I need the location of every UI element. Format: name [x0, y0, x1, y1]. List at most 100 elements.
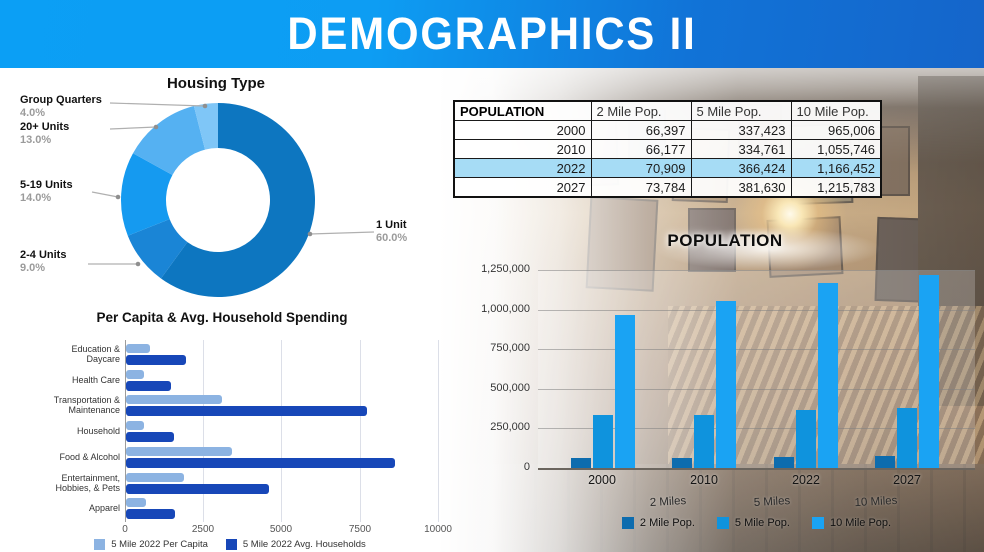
category-label-household: Household — [76, 426, 120, 437]
bar-entertainment-hobbies-pets-5-mile-2022-avg-households — [126, 483, 270, 494]
table-header-row: POPULATION 2 Mile Pop. 5 Mile Pop. 10 Mi… — [453, 100, 882, 121]
bar-2010-5-mile-pop — [694, 415, 715, 468]
spending-legend: 5 Mile 2022 Per Capita 5 Mile 2022 Avg. … — [10, 539, 450, 550]
bar-2027-10-mile-pop — [918, 275, 939, 468]
x-tick: 2500 — [191, 524, 215, 535]
bar-apparel-5-mile-2022-per-capita — [126, 498, 146, 508]
y-tick: 1,000,000 — [481, 303, 530, 315]
spending-chart: Per Capita & Avg. Household Spending Edu… — [10, 306, 452, 552]
gridline — [360, 340, 361, 522]
category-label-apparel: Apparel — [88, 503, 120, 514]
bar-2000-2-mile-pop — [571, 457, 591, 468]
bar-entertainment-hobbies-pets-5-mile-2022-per-capita — [126, 472, 184, 482]
x-category: 2000 — [588, 473, 616, 487]
x-tick: 10000 — [424, 524, 452, 535]
bar-2027-5-mile-pop — [896, 407, 917, 468]
donut-slice-20-units — [133, 106, 206, 175]
donut-slice-group-quarters — [193, 103, 218, 150]
table-header-2mile: 2 Mile Pop. — [590, 100, 692, 121]
legend-label: 10 Mile Pop. — [829, 517, 892, 529]
donut-slice-1-unit — [160, 103, 316, 297]
gridline — [538, 310, 975, 311]
legend-item-per-capita: 5 Mile 2022 Per Capita — [94, 539, 208, 550]
table-row-2000: 2000 66,397 337,423 965,006 — [453, 120, 882, 140]
legend-item-avg-households: 5 Mile 2022 Avg. Households — [225, 539, 366, 550]
x-tick: 0 — [122, 524, 128, 535]
housing-chart-title: Housing Type — [166, 75, 266, 92]
table-cell: 2000 — [453, 120, 592, 140]
bar-household-5-mile-2022-avg-households — [126, 432, 174, 443]
donut-slice-2-4-units — [127, 219, 188, 279]
y-axis-line — [125, 340, 126, 522]
table-cell: 2010 — [453, 139, 592, 159]
donut-label-5-19-units: 5-19 Units 14.0% — [20, 179, 73, 204]
donut-label-1-unit: 1 Unit 60.0% — [376, 219, 408, 244]
gridline — [538, 270, 975, 271]
bar-2000-10-mile-pop — [615, 315, 635, 468]
gridline — [538, 428, 975, 429]
y-tick: 500,000 — [490, 382, 530, 394]
table-cell: 1,166,452 — [790, 158, 882, 178]
table-cell: 366,424 — [690, 158, 792, 178]
x-category: 2027 — [893, 473, 921, 487]
gridline — [281, 340, 282, 522]
y-tick: 1,250,000 — [481, 263, 530, 275]
table-cell: 334,761 — [690, 139, 792, 159]
bar-2022-10-mile-pop — [817, 283, 838, 468]
legend-swatch-per-capita — [94, 539, 106, 550]
legend-label: 2 Mile Pop. — [639, 517, 695, 529]
x-tick: 7500 — [348, 524, 372, 535]
bar-2010-10-mile-pop — [716, 300, 737, 468]
bar-2010-2-mile-pop — [672, 457, 693, 468]
legend-label: 5 Mile 2022 Per Capita — [111, 539, 208, 550]
category-label-health-care: Health Care — [71, 374, 120, 385]
bar-transportation-maintenance-5-mile-2022-per-capita — [126, 395, 222, 405]
bar-household-5-mile-2022-per-capita — [126, 421, 145, 431]
housing-donut-chart — [120, 103, 316, 297]
table-header-5mile: 5 Mile Pop. — [690, 100, 792, 121]
gridline — [203, 340, 204, 522]
category-label-transportation-maintenance: Transportation & Maintenance — [53, 395, 120, 416]
population-chart-title: POPULATION — [667, 231, 783, 250]
bar-health-care-5-mile-2022-per-capita — [126, 369, 144, 379]
page-title: DEMOGRAPHICS II — [287, 8, 697, 59]
population-table: POPULATION 2 Mile Pop. 5 Mile Pop. 10 Mi… — [453, 100, 882, 198]
legend-item-10mile: 10 Mile Pop. — [811, 517, 892, 529]
legend-swatch-10mile — [811, 517, 824, 529]
bar-2000-5-mile-pop — [593, 414, 613, 468]
legend-swatch-5mile — [716, 517, 729, 529]
spending-chart-title: Per Capita & Avg. Household Spending — [96, 310, 348, 325]
bar-education-daycare-5-mile-2022-per-capita — [126, 344, 150, 353]
bar-food-alcohol-5-mile-2022-per-capita — [126, 446, 233, 456]
donut-label-group-quarters: Group Quarters 4.0% — [20, 94, 102, 119]
table-cell: 70,909 — [590, 158, 692, 178]
population-bars — [538, 270, 975, 468]
y-tick: 0 — [523, 461, 530, 473]
title-banner: DEMOGRAPHICS II — [0, 0, 984, 68]
bar-education-daycare-5-mile-2022-avg-households — [126, 355, 186, 365]
table-cell: 73,784 — [590, 177, 692, 198]
bar-apparel-5-mile-2022-avg-households — [126, 509, 176, 520]
legend-label: 5 Mile Pop. — [734, 517, 790, 529]
title-halo — [618, 220, 918, 278]
table-row-2022: 2022 70,909 366,424 1,166,452 — [453, 158, 882, 178]
bar-2027-2-mile-pop — [874, 456, 895, 468]
table-header-10mile: 10 Mile Pop. — [790, 100, 882, 121]
donut-label-20plus-units: 20+ Units 13.0% — [20, 121, 70, 146]
gridline — [538, 349, 975, 350]
category-label-entertainment-hobbies-pets: Entertainment, Hobbies, & Pets — [55, 472, 120, 493]
category-label-food-alcohol: Food & Alcohol — [59, 451, 120, 462]
x-category: 2010 — [690, 473, 718, 487]
donut-label-2-4-units: 2-4 Units 9.0% — [20, 249, 67, 274]
bar-transportation-maintenance-5-mile-2022-avg-households — [126, 406, 367, 417]
gridline — [538, 389, 975, 390]
table-header-population: POPULATION — [453, 100, 592, 121]
legend-swatch-avg-households — [225, 539, 237, 550]
y-tick: 250,000 — [490, 421, 530, 433]
y-tick: 750,000 — [490, 342, 530, 354]
table-cell: 381,630 — [690, 177, 792, 198]
donut-slice-5-19-units — [120, 153, 173, 236]
gridline — [438, 340, 439, 522]
legend-label: 5 Mile 2022 Avg. Households — [242, 539, 366, 550]
